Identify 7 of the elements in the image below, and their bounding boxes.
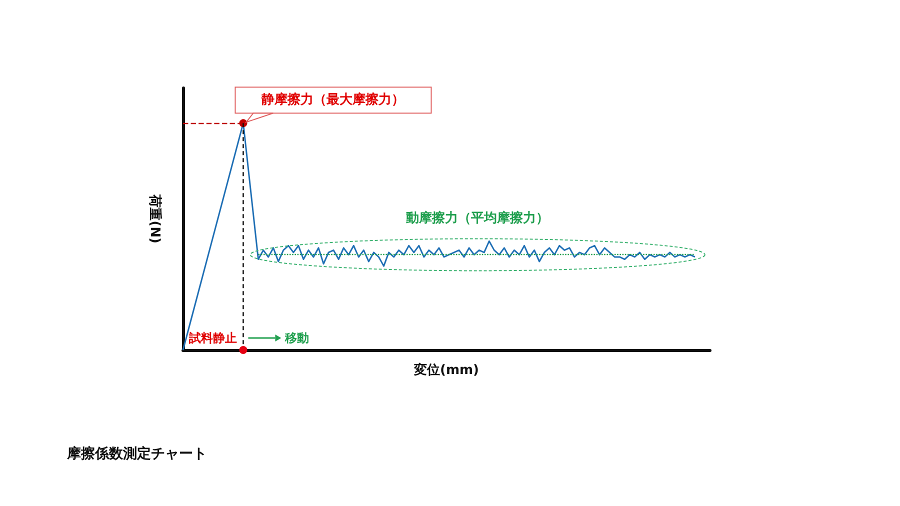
x-axis-title: 変位(mm): [413, 362, 479, 378]
y-axis-title: 荷重(N): [147, 194, 163, 244]
annotation: 移動: [284, 331, 310, 345]
text: 静摩擦力（最大摩擦力）: [260, 92, 405, 108]
annotation: 動摩擦力（平均摩擦力）: [405, 210, 550, 226]
annotation: 試料静止: [188, 331, 238, 345]
text: 摩擦係数測定チャート: [66, 445, 207, 462]
